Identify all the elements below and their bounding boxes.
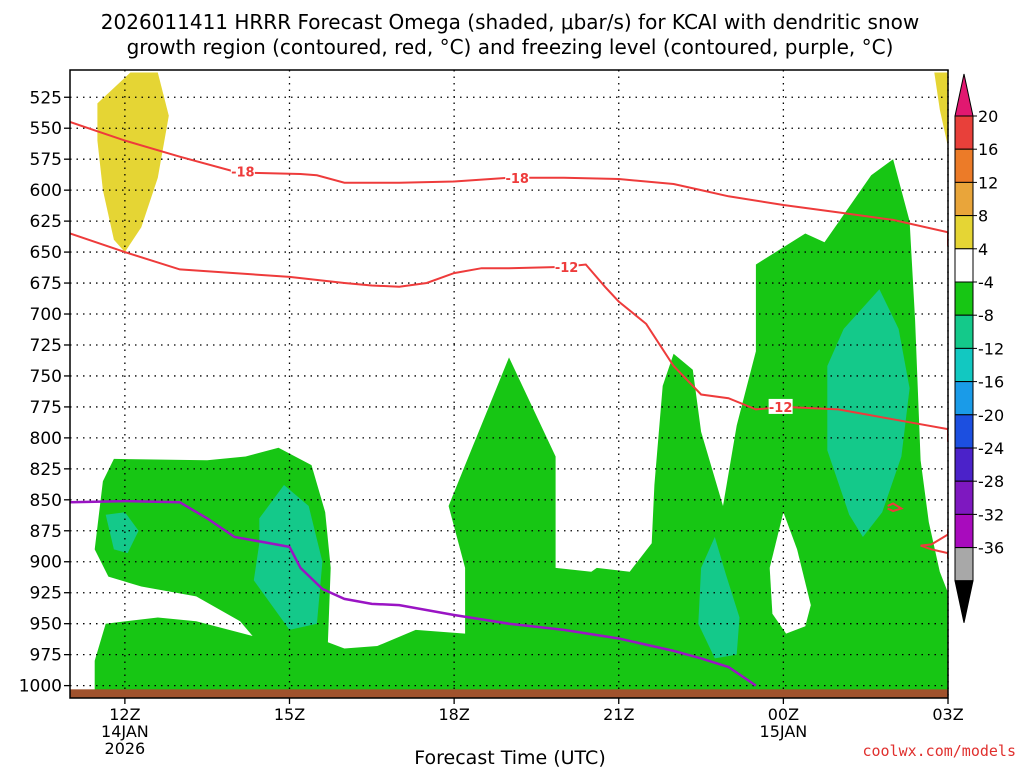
contour-label: -12 — [769, 401, 793, 416]
omega-region-5 — [105, 512, 139, 554]
y-tick-label: 850 — [30, 491, 62, 511]
colorbar-label: 12 — [978, 173, 998, 192]
colorbar-segment — [954, 447, 974, 482]
red-contour-3 — [920, 529, 948, 558]
contour-label-bg — [554, 258, 579, 274]
colorbar-segment — [954, 347, 974, 383]
y-tick-label: 575 — [30, 150, 62, 170]
chart-title-line-1: 2026011411 HRRR Forecast Omega (shaded, … — [101, 10, 919, 34]
colorbar-segment — [954, 281, 974, 316]
x-tick-label: 15Z — [274, 705, 305, 724]
x-tick-sublabel: 2026 — [105, 739, 146, 758]
colorbar-label: 4 — [978, 240, 988, 259]
omega-hole-1 — [610, 159, 649, 275]
x-tick-sublabel: 15JAN — [760, 722, 808, 741]
x-tick-label: 12Z — [109, 705, 140, 724]
y-tick-label: 700 — [30, 305, 62, 325]
contour-label-bg — [505, 169, 530, 185]
contour-label: -18 — [231, 166, 255, 181]
y-tick-label: 525 — [30, 88, 62, 108]
contour-label: -18 — [505, 172, 529, 187]
y-tick-label: 900 — [30, 553, 62, 573]
colorbar-segment — [954, 148, 974, 183]
y-tick-label: 750 — [30, 367, 62, 387]
colorbar-segment — [954, 414, 974, 449]
omega-region-3 — [94, 159, 948, 696]
plot-frame — [69, 69, 949, 699]
colorbar-label: -28 — [978, 472, 1004, 491]
colorbar-segment — [954, 248, 974, 283]
x-tick-label: 03Z — [932, 705, 963, 724]
omega-hole-2 — [769, 512, 811, 634]
omega-region-7 — [698, 537, 740, 659]
colorbar-label: -36 — [978, 539, 1004, 558]
y-tick-label: 600 — [30, 181, 62, 201]
contour-label-bg — [230, 163, 255, 179]
omega-region-6 — [827, 289, 910, 537]
y-axis: 525 550 575 600 625 650 675 700 725 750 775 800 825 8… — [19, 88, 70, 697]
omega-region-1 — [97, 72, 169, 253]
contour-label-bg — [768, 398, 793, 414]
colorbar-segment — [954, 115, 974, 150]
colorbar-label: 20 — [978, 107, 998, 126]
colorbar-label: -12 — [978, 339, 1004, 358]
y-tick-label: 725 — [30, 336, 62, 356]
colorbar-segment — [954, 513, 974, 549]
x-tick-label: 18Z — [438, 705, 469, 724]
colorbar-segment — [954, 215, 974, 250]
red-contour-4 — [887, 502, 904, 513]
chart-title-line-2: growth region (contoured, red, °C) and f… — [127, 35, 894, 59]
y-tick-label: 825 — [30, 460, 62, 480]
omega-region-4 — [253, 485, 323, 630]
colorbar-label: -16 — [978, 373, 1004, 392]
colorbar-label: 16 — [978, 140, 998, 159]
colorbar-bottom-arrow — [954, 580, 974, 623]
colorbar-segment — [954, 314, 974, 349]
colorbar-label: -8 — [978, 306, 994, 325]
x-tick-sublabel: 14JAN — [101, 722, 149, 741]
y-tick-label: 950 — [30, 615, 62, 635]
colorbar-label: 8 — [978, 207, 988, 226]
plot-area: -18 -18 -12 -12 — [69, 69, 949, 699]
contour-label: -12 — [555, 261, 579, 276]
y-tick-label: 650 — [30, 243, 62, 263]
y-tick-label: 800 — [30, 429, 62, 449]
colorbar-label: -4 — [978, 273, 994, 292]
colorbar-top-arrow — [954, 73, 974, 117]
x-axis-label: Forecast Time (UTC) — [414, 747, 605, 768]
y-tick-label: 550 — [30, 119, 62, 139]
colorbar-segment — [954, 181, 974, 217]
colorbar-segment — [954, 381, 974, 416]
y-tick-label: 925 — [30, 584, 62, 604]
omega-shading — [94, 72, 948, 696]
y-tick-label: 625 — [30, 212, 62, 232]
colorbar-label: -24 — [978, 439, 1004, 458]
x-tick-label: 21Z — [603, 705, 634, 724]
ground-surface — [70, 689, 948, 698]
y-tick-label: 1000 — [19, 677, 62, 697]
credit-link[interactable]: coolwx.com/models — [862, 742, 1016, 760]
colorbar: 20 16 12 8 4 -4 -8 -12 -16 -20 -24 -28 -32 -36 — [954, 73, 1004, 623]
colorbar-segment — [954, 547, 974, 582]
omega-region-2 — [934, 72, 948, 147]
colorbar-label: -20 — [978, 406, 1004, 425]
freezing-level-contour — [70, 499, 757, 687]
y-tick-label: 775 — [30, 398, 62, 418]
y-tick-label: 975 — [30, 646, 62, 666]
colorbar-label: -32 — [978, 505, 1004, 524]
x-tick-label: 00Z — [768, 705, 799, 724]
y-tick-label: 675 — [30, 274, 62, 294]
y-tick-label: 875 — [30, 522, 62, 542]
contour-lines: -18 -18 -12 -12 — [70, 121, 948, 687]
colorbar-segment — [954, 480, 974, 515]
